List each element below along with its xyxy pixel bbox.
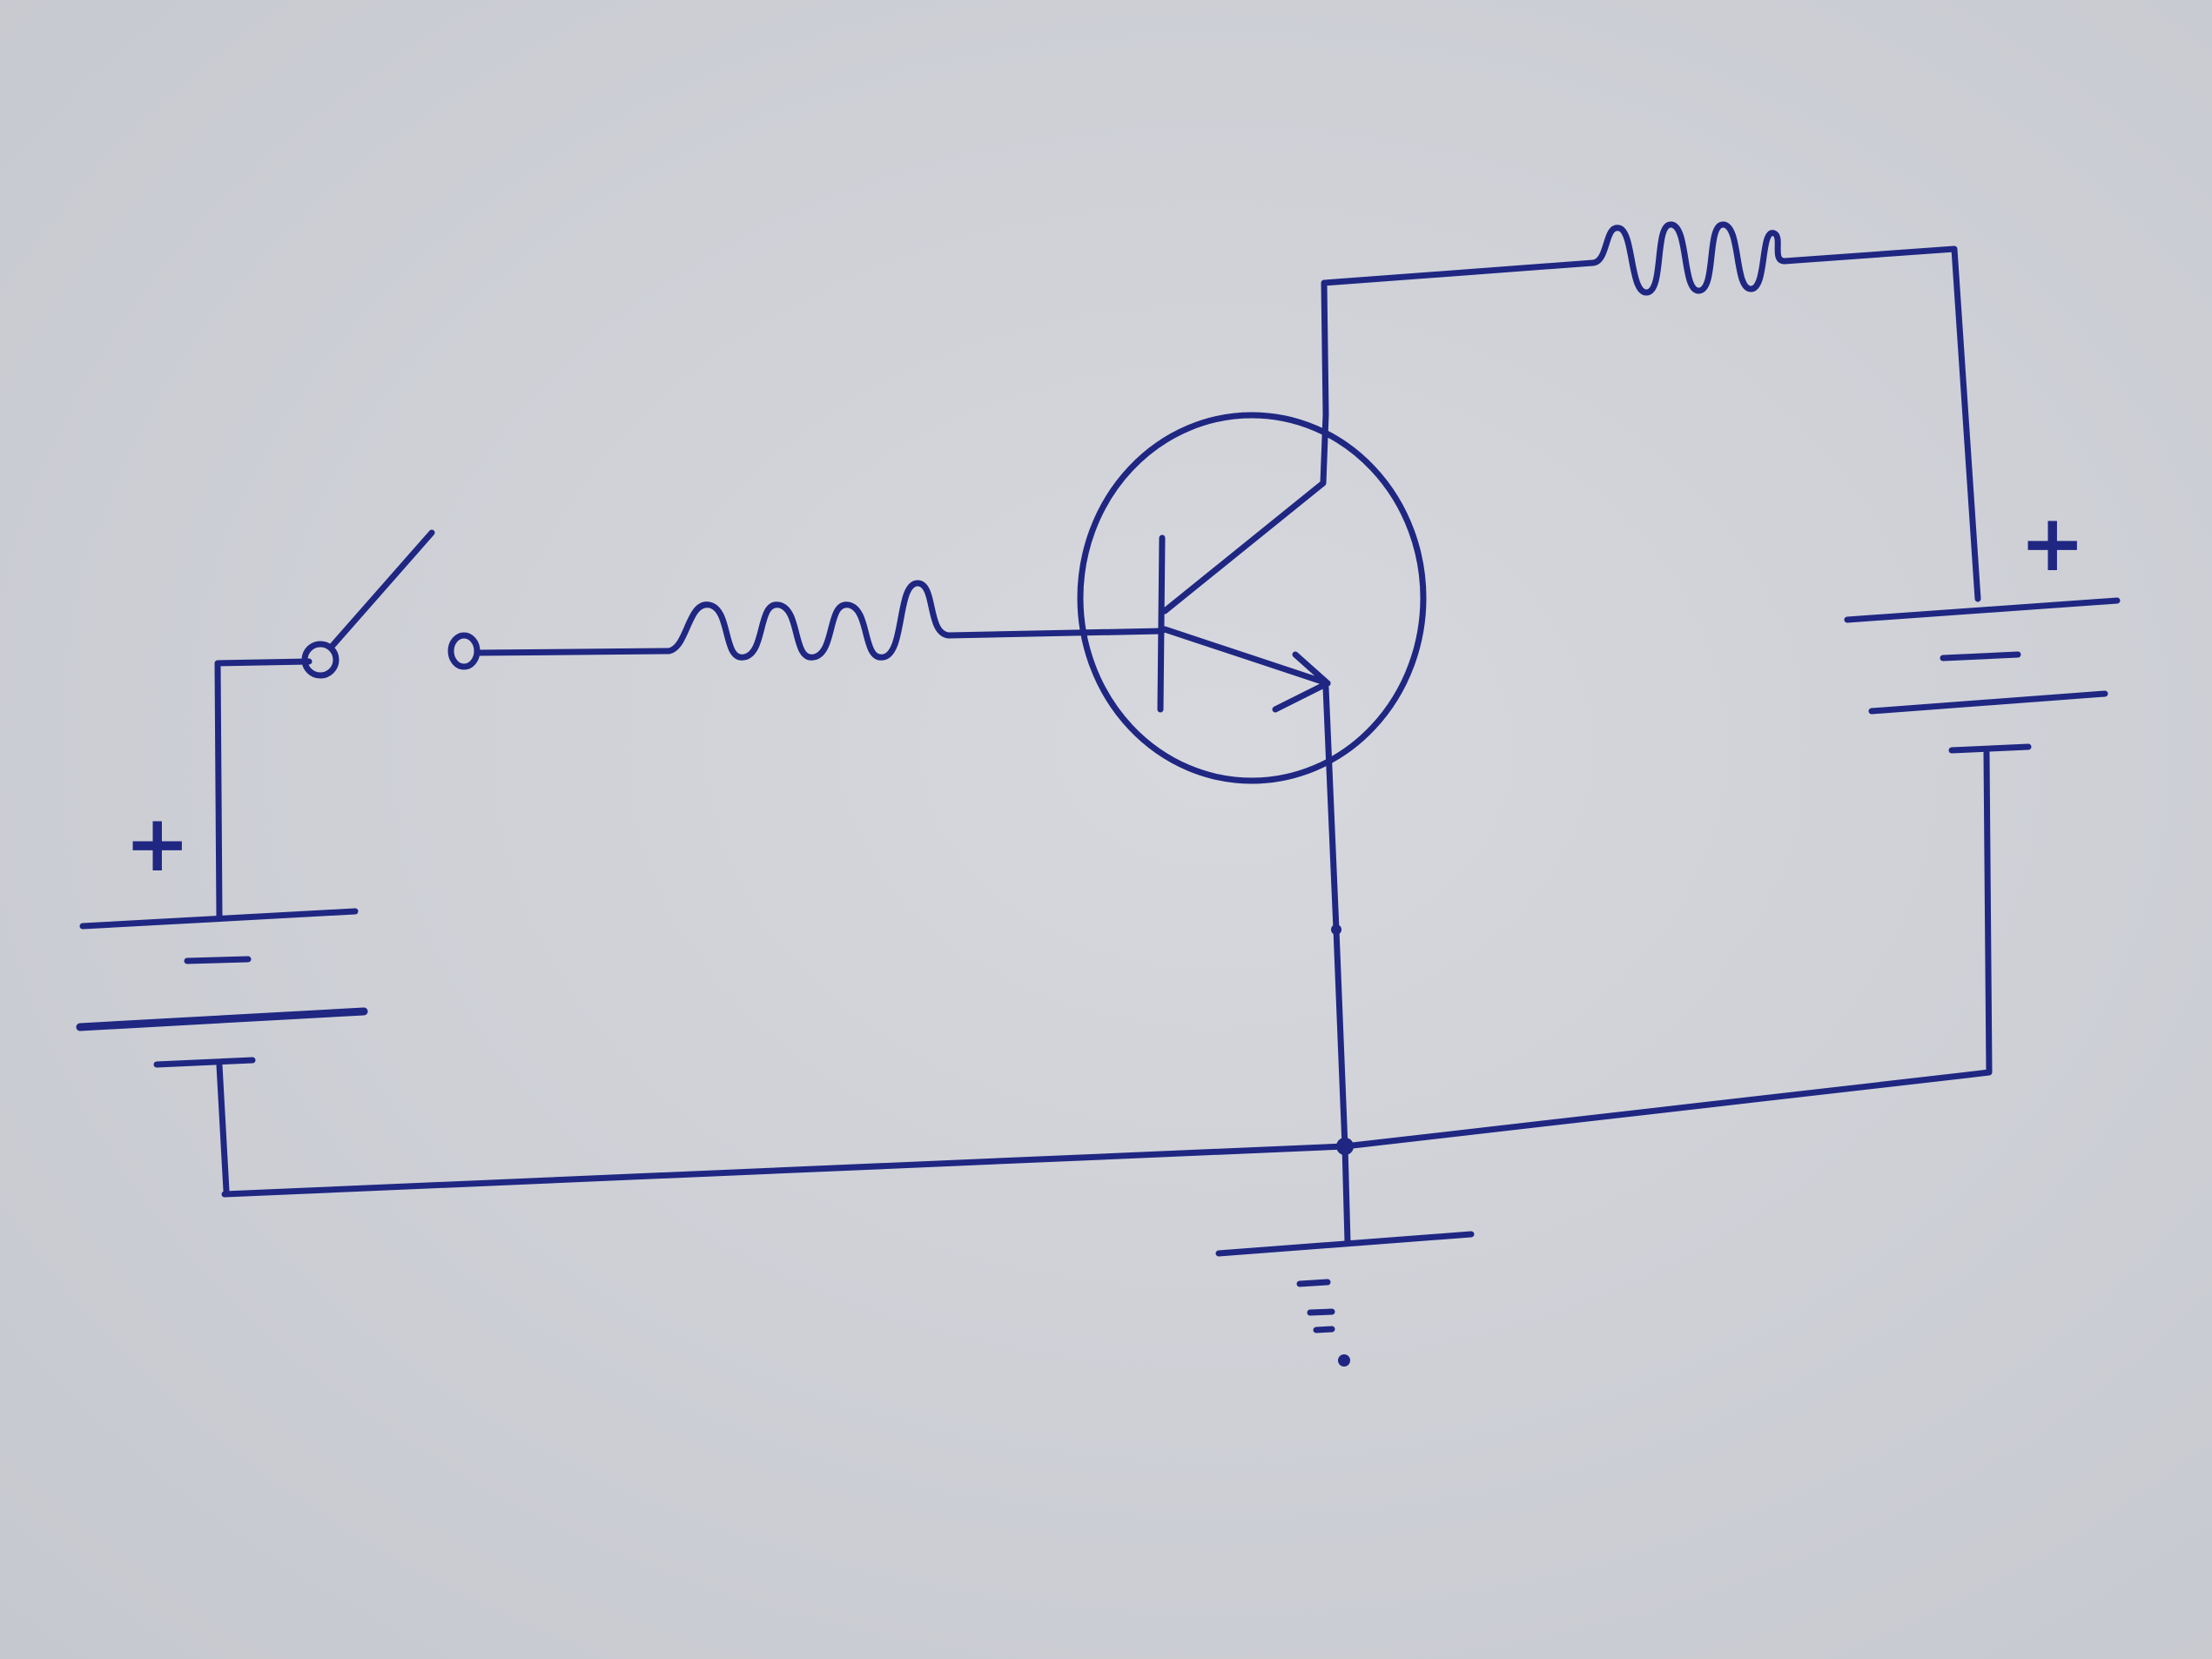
transistor-emitter-arrow (1272, 651, 1331, 713)
ground-bar-4 (1313, 1326, 1335, 1333)
switch-blade (327, 529, 435, 651)
wire-collector-to-resistor (1321, 259, 1597, 418)
wire-ground-rail-left (221, 1143, 1348, 1198)
emitter-wire-dot (1331, 924, 1341, 935)
wire-resistor-to-base (945, 628, 1166, 639)
ground-symbol (1215, 1143, 1475, 1367)
wire-switch-to-resistor (474, 648, 672, 656)
input-battery-short-plate (184, 956, 252, 964)
switch (301, 529, 481, 679)
supply-battery-long-plate (1844, 597, 2121, 623)
ground-bar-2 (1296, 1279, 1331, 1287)
wire-input-battery-to-rail (216, 1062, 230, 1194)
ground-bar-1 (1215, 1231, 1475, 1257)
wire-resistor-to-supply (1781, 245, 1981, 602)
ground-bar-5 (1338, 1354, 1350, 1367)
supply-battery-long-plate-2 (1868, 690, 2108, 715)
supply-battery-short-plate-2 (1948, 743, 2032, 754)
ground-stem (1341, 1143, 1351, 1246)
wire-ground-rail-right (1341, 1071, 1971, 1150)
transistor-base-bar (1157, 534, 1166, 713)
input-battery-plus-label: + (124, 798, 190, 890)
wire-battery-to-switch (214, 658, 313, 922)
transistor-collector-lead (1161, 411, 1329, 615)
ground-bar-3 (1307, 1308, 1335, 1316)
base-resistor (665, 580, 952, 661)
switch-contact-terminal (447, 632, 481, 670)
transistor-emitter-lead (1161, 626, 1331, 687)
supply-battery: + (1844, 498, 2121, 754)
wire-supply-to-rail (1964, 749, 1993, 1078)
transistor-envelope (1077, 412, 1427, 784)
supply-battery-plus-label: + (2020, 498, 2085, 589)
input-battery: + (76, 798, 368, 1068)
input-battery-short-plate-2 (153, 1057, 256, 1068)
input-battery-long-plate-2 (76, 1007, 368, 1031)
collector-resistor (1590, 221, 1788, 296)
switch-pivot-terminal (301, 641, 340, 679)
supply-battery-short-plate (1940, 651, 2021, 662)
npn-transistor (1077, 411, 1427, 784)
